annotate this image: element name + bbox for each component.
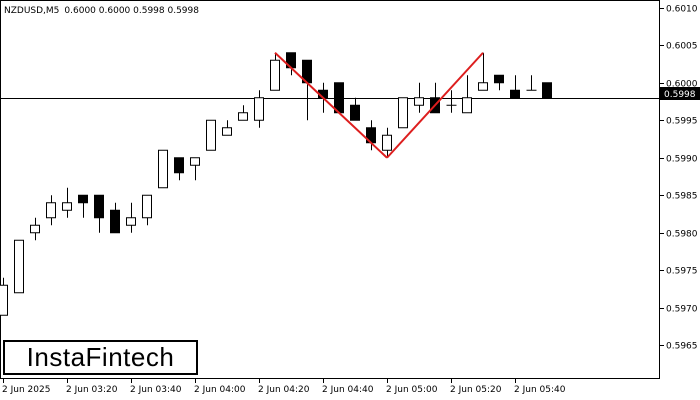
time-tick-label: 2 Jun 05:00 xyxy=(386,385,438,395)
candle-body-bearish xyxy=(110,209,120,234)
candle-body-bullish xyxy=(142,194,152,219)
pattern-line xyxy=(386,52,484,159)
candle-body-bullish xyxy=(414,97,424,106)
price-tick-label: 0.5975 xyxy=(666,267,698,277)
candle-body-bullish xyxy=(30,224,40,234)
time-tick-label: 2 Jun 05:20 xyxy=(450,385,502,395)
time-tick-label: 2 Jun 04:20 xyxy=(258,385,310,395)
candle xyxy=(254,90,264,128)
candle-body-bullish xyxy=(478,82,488,91)
candle-body-bullish xyxy=(462,97,472,114)
time-tick-label: 2 Jun 03:20 xyxy=(66,385,118,395)
candles xyxy=(0,52,552,316)
candle-body-bearish xyxy=(78,194,88,204)
candle-body-bullish xyxy=(46,202,56,219)
candle xyxy=(270,52,280,91)
price-tick-label: 0.6010 xyxy=(666,5,698,15)
current-price-label: 0.5998 xyxy=(660,87,700,100)
candle-body-bearish xyxy=(94,194,104,219)
candle xyxy=(62,187,72,218)
time-tick-label: 2 Jun 05:40 xyxy=(514,385,566,395)
candle-body-bearish xyxy=(510,89,520,99)
logo-text: InstaFintech xyxy=(26,342,175,372)
candle-body-bullish xyxy=(126,217,136,226)
candle xyxy=(478,52,488,91)
candle xyxy=(382,127,392,158)
time-tick-label: 2 Jun 04:00 xyxy=(194,385,246,395)
candle xyxy=(222,120,232,136)
candle xyxy=(142,194,152,226)
candle-body-bullish xyxy=(158,149,168,189)
candle-body-bullish xyxy=(190,157,200,166)
double-top-pattern xyxy=(274,52,484,159)
pattern-line xyxy=(274,52,388,159)
candle xyxy=(30,217,40,241)
candle-body-bearish xyxy=(542,82,552,99)
price-tick-label: 0.5965 xyxy=(666,342,698,352)
candle-body-bearish xyxy=(334,82,344,114)
candle xyxy=(94,194,104,233)
time-axis: 2 Jun 2025 2 Jun 03:20 2 Jun 03:40 2 Jun 04… xyxy=(2,379,566,395)
candle xyxy=(462,75,472,114)
candle xyxy=(446,90,457,113)
price-tick-label: 0.6005 xyxy=(666,42,698,52)
candle-body-bearish xyxy=(494,74,504,84)
candle xyxy=(126,202,136,233)
price-tick-label: 0.5995 xyxy=(666,117,698,127)
candle xyxy=(350,97,360,121)
candle xyxy=(414,82,424,113)
price-tick-label: 0.5980 xyxy=(666,230,698,240)
candle xyxy=(526,75,537,91)
candle-body-bearish xyxy=(350,104,360,121)
current-price-tag xyxy=(660,87,700,100)
candle-body-bullish xyxy=(0,284,8,316)
instafintech-logo: InstaFintech xyxy=(3,340,198,375)
candle-body-bullish xyxy=(398,97,408,129)
current-price-text: 0.5998 xyxy=(664,90,696,100)
candle xyxy=(510,75,520,99)
candle xyxy=(190,157,200,181)
candle-body-bullish xyxy=(14,239,24,294)
price-tick-label: 0.5970 xyxy=(666,305,698,315)
candle xyxy=(398,97,408,129)
candle-body-bullish xyxy=(382,134,392,151)
time-tick-label: 2 Jun 03:40 xyxy=(130,385,182,395)
candle-body-bullish xyxy=(222,127,232,136)
candle xyxy=(14,239,24,294)
candle xyxy=(78,194,88,218)
candle xyxy=(334,82,344,114)
candle-body-bullish xyxy=(254,97,264,121)
chart-header: NZDUSD,M5 0.6000 0.6000 0.5998 0.5998 xyxy=(4,6,199,16)
candle xyxy=(494,74,504,91)
candle xyxy=(110,202,120,234)
candle xyxy=(206,119,216,151)
price-tick-label: 0.6000 xyxy=(666,80,698,90)
time-tick-label: 2 Jun 2025 xyxy=(2,385,50,395)
candle xyxy=(158,149,168,189)
candle xyxy=(238,105,248,121)
candle-body-bearish xyxy=(174,157,184,174)
candle xyxy=(174,157,184,181)
candle xyxy=(0,277,8,316)
candle xyxy=(46,195,56,226)
candle-body-bullish xyxy=(238,112,248,121)
candle-body-bullish xyxy=(206,119,216,151)
price-tick-label: 0.5985 xyxy=(666,192,698,202)
price-tick-label: 0.5990 xyxy=(666,155,698,165)
candle-body-bullish xyxy=(270,59,280,91)
candle-body-bullish xyxy=(62,202,72,211)
time-tick-label: 2 Jun 04:40 xyxy=(322,385,374,395)
candle xyxy=(542,82,552,99)
price-axis: 0.6010 0.6005 0.6000 0.5995 0.5990 0.5985 0.59… xyxy=(660,5,698,352)
